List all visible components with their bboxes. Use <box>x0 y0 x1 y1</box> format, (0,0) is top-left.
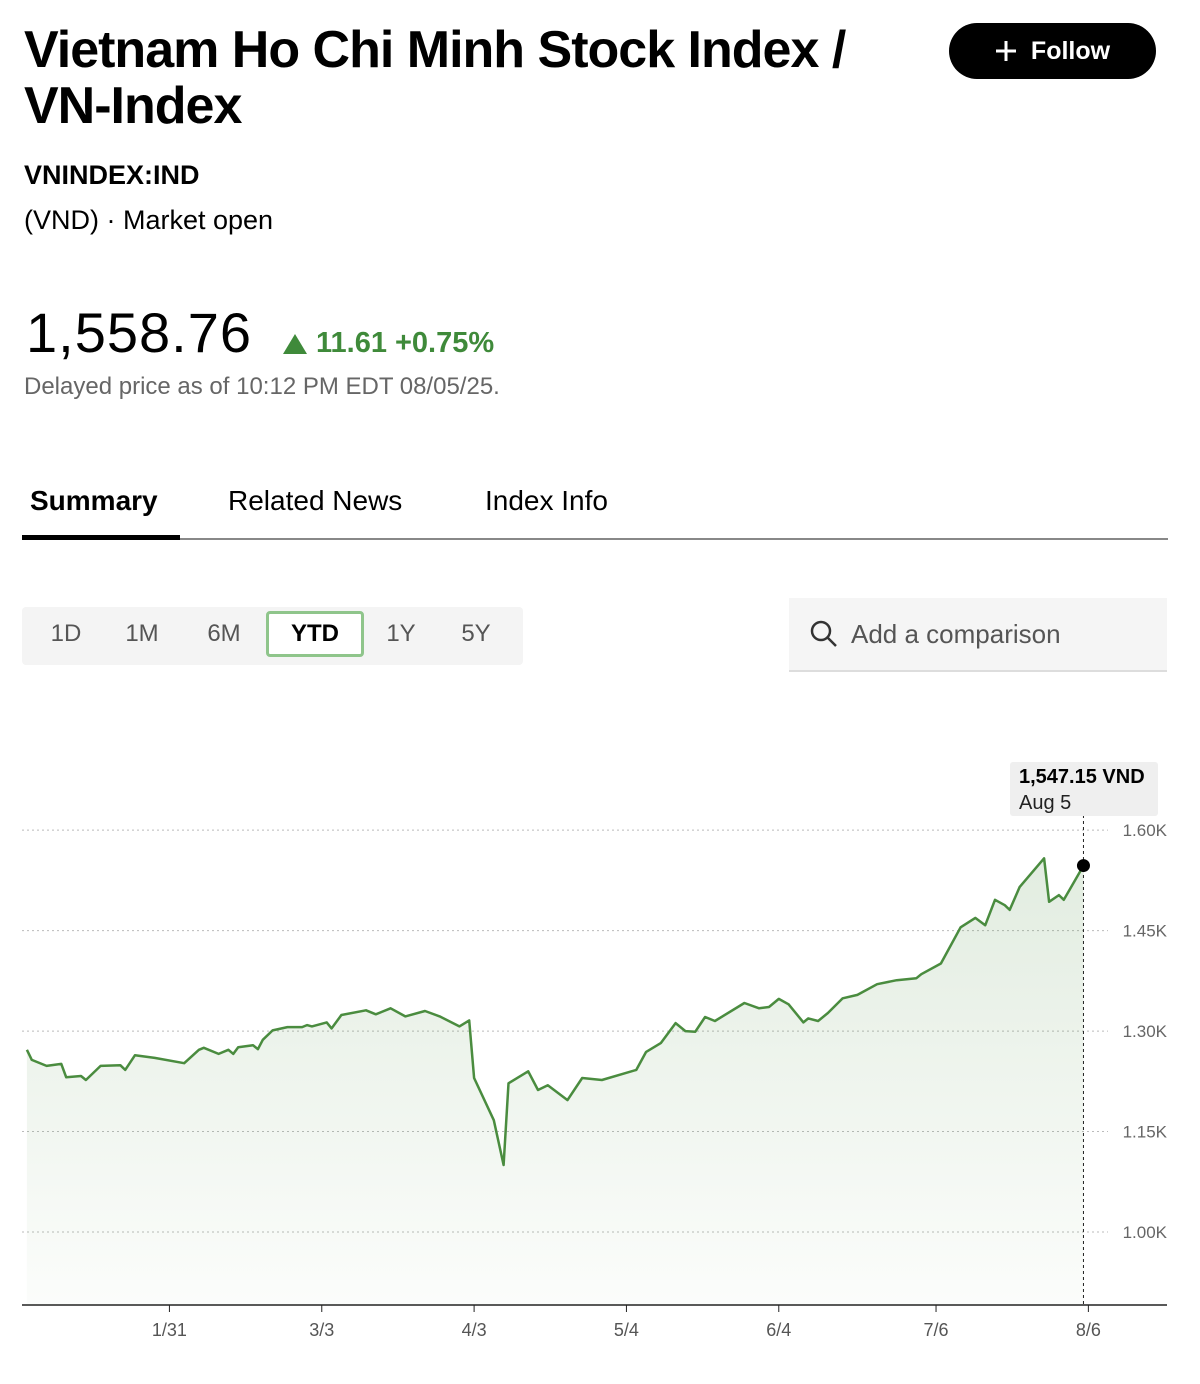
y-tick-label: 1.15K <box>1123 1123 1168 1142</box>
market-status: (VND) · Market open <box>24 205 274 235</box>
range-button[interactable]: 6M <box>207 620 241 647</box>
tooltip-box <box>1010 762 1158 816</box>
price: 1,558.76 <box>26 301 252 364</box>
follow-button[interactable]: Follow <box>949 23 1156 79</box>
ticker: VNINDEX:IND <box>24 160 200 190</box>
x-tick-label: 4/3 <box>462 1320 487 1340</box>
tab-bar: Summary Related News Index Info <box>22 480 1168 540</box>
plus-icon <box>995 41 1016 61</box>
chart: 1.00K 1.15K 1.30K 1.45K 1.60K 1/31 3/3 4/3 5/4 6/… <box>22 762 1168 1340</box>
tab[interactable]: Related News <box>228 485 403 516</box>
range-button[interactable]: 1Y <box>386 620 416 647</box>
price-line <box>25 857 1085 1167</box>
search-placeholder: Add a comparison <box>851 618 1061 649</box>
search-icon <box>810 620 837 647</box>
x-tick-label: 8/6 <box>1076 1320 1101 1340</box>
delayed-note: Delayed price as of 10:12 PM EDT 08/05/2… <box>24 373 500 400</box>
change-percent: +0.75% <box>394 327 495 359</box>
tab-underline <box>22 535 180 540</box>
range-button[interactable]: YTD <box>266 611 364 657</box>
y-tick-label: 1.30K <box>1123 1022 1168 1041</box>
range-selector: 1D 1M 6M YTD 1Y 5Y <box>22 607 523 665</box>
tab[interactable]: Index Info <box>485 485 608 516</box>
x-tick-label: 6/4 <box>766 1320 791 1340</box>
x-tick-label: 7/6 <box>924 1320 949 1340</box>
x-tick-label: 1/31 <box>152 1320 187 1340</box>
range-button[interactable]: 1M <box>125 620 159 647</box>
range-button[interactable]: 5Y <box>461 620 491 647</box>
x-tick-label: 3/3 <box>309 1320 334 1340</box>
x-tick-label: 5/4 <box>614 1320 639 1340</box>
follow-label: Follow <box>1030 36 1111 65</box>
tooltip-value: 1,547.15 VND <box>1019 766 1145 788</box>
area-fill <box>26 858 1084 1305</box>
range-button[interactable]: 1D <box>50 620 82 647</box>
last-point <box>1076 859 1090 873</box>
y-tick-label: 1.60K <box>1123 821 1168 840</box>
y-tick-label: 1.45K <box>1123 922 1168 941</box>
up-arrow <box>283 333 307 354</box>
tab[interactable]: Summary <box>30 485 158 516</box>
price-change: 11.61 +0.75% <box>282 327 494 360</box>
y-tick-label: 1.00K <box>1123 1223 1168 1242</box>
tooltip-date: Aug 5 <box>1019 792 1071 814</box>
page-title: Vietnam Ho Chi Minh Stock Index / VN-Ind… <box>24 21 846 135</box>
change-value: 11.61 <box>316 327 387 359</box>
comparison-search[interactable]: Add a comparison <box>789 598 1167 672</box>
